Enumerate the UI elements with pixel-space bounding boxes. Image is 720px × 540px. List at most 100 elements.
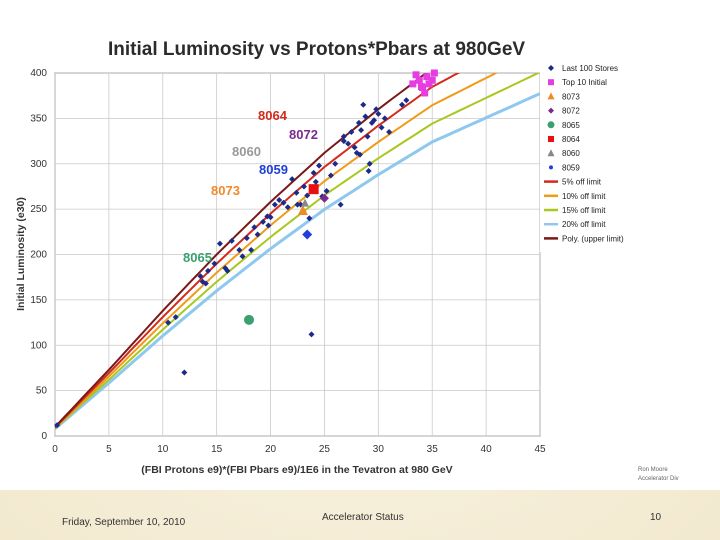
- x-tick-label: 10: [157, 444, 169, 455]
- legend-item: 15% off limit: [544, 206, 606, 215]
- store-point: [294, 201, 301, 208]
- store-point: [375, 110, 382, 117]
- store-point: [360, 101, 367, 108]
- store-point: [378, 124, 385, 131]
- store-8059-point: [302, 229, 313, 240]
- store-point: [239, 253, 246, 260]
- legend-item: 8072: [548, 107, 580, 116]
- store-point: [205, 267, 212, 274]
- legend-label: 15% off limit: [562, 206, 606, 215]
- legend-item: 8064: [548, 135, 580, 144]
- footer-title: Accelerator Status: [322, 512, 404, 523]
- legend-label: 8065: [562, 121, 580, 130]
- limit-curve: [55, 73, 540, 430]
- page-number: 10: [650, 512, 662, 523]
- luminosity-chart: Initial Luminosity vs Protons*Pbars at 9…: [15, 39, 658, 476]
- legend-item: 8065: [547, 121, 580, 130]
- store-point: [371, 117, 378, 124]
- callout-8073: 8073: [211, 183, 240, 198]
- chart-title: Initial Luminosity vs Protons*Pbars at 9…: [108, 39, 525, 60]
- store-point: [254, 231, 261, 238]
- x-tick-label: 35: [427, 444, 439, 455]
- limit-curve: [55, 73, 428, 428]
- store-point: [228, 237, 235, 244]
- store-point: [373, 106, 380, 113]
- legend-item: 5% off limit: [544, 178, 602, 187]
- top10-point: [430, 69, 438, 77]
- legend-label: Top 10 Initial: [562, 78, 607, 87]
- legend-item: 20% off limit: [544, 220, 606, 229]
- store-point: [172, 314, 179, 321]
- store-point: [248, 246, 255, 253]
- legend-label: 8064: [562, 135, 580, 144]
- y-tick-label: 300: [30, 159, 47, 170]
- top10-point: [419, 84, 427, 92]
- store-point: [197, 273, 204, 280]
- store-point: [351, 144, 358, 151]
- callout-8060: 8060: [232, 144, 261, 159]
- store-point: [399, 101, 406, 108]
- store-point: [280, 199, 287, 206]
- store-point: [381, 115, 388, 122]
- store-point: [276, 197, 283, 204]
- x-tick-label: 5: [106, 444, 112, 455]
- legend-diamond-swatch: [548, 107, 554, 114]
- store-point: [340, 138, 347, 145]
- top10-point: [421, 89, 429, 97]
- store-point: [358, 127, 365, 134]
- x-tick-label: 25: [319, 444, 331, 455]
- legend-triangle-swatch: [547, 149, 555, 157]
- legend-label: 8059: [562, 163, 580, 172]
- y-tick-label: 50: [36, 386, 48, 397]
- top10-point: [415, 76, 423, 84]
- store-point: [323, 187, 330, 194]
- y-tick-label: 400: [30, 68, 47, 79]
- store-point: [202, 280, 209, 287]
- legend-box: [540, 60, 658, 252]
- store-point: [316, 162, 323, 169]
- store-8073-point: [297, 204, 308, 215]
- y-tick-label: 250: [30, 204, 47, 215]
- store-point: [243, 235, 250, 242]
- y-tick-label: 200: [30, 250, 47, 261]
- store-8072-point: [319, 193, 329, 203]
- store-point: [386, 128, 393, 135]
- x-tick-label: 30: [373, 444, 385, 455]
- y-axis-label: Initial Luminosity (e30): [15, 197, 27, 311]
- store-point: [224, 267, 231, 274]
- store-point: [337, 201, 344, 208]
- store-point: [312, 178, 319, 185]
- store-8060-point: [301, 198, 310, 207]
- x-tick-label: 20: [265, 444, 277, 455]
- store-point: [260, 218, 267, 225]
- legend-item: Last 100 Stores: [548, 64, 618, 73]
- data-points: [54, 69, 438, 429]
- store-point: [355, 119, 362, 126]
- store-point: [165, 319, 172, 326]
- store-point: [365, 168, 372, 175]
- store-point: [348, 128, 355, 135]
- x-tick-labels: 0 5 10 15 20 25 30 35 40 45: [52, 444, 546, 455]
- limit-curve: [55, 73, 499, 429]
- callout-8072: 8072: [289, 127, 318, 142]
- top10-point: [428, 76, 436, 84]
- legend-item: 8060: [547, 149, 580, 158]
- legend-square-swatch: [548, 136, 554, 142]
- store-point: [181, 369, 188, 376]
- store-point: [357, 151, 364, 158]
- legend-item: 8059: [549, 163, 580, 172]
- x-tick-label: 0: [52, 444, 58, 455]
- store-point: [345, 140, 352, 147]
- y-tick-label: 350: [30, 113, 47, 124]
- legend-label: 8073: [562, 92, 580, 101]
- store-8064-point: [308, 184, 319, 195]
- y-tick-label: 0: [41, 431, 47, 442]
- store-point: [364, 133, 371, 140]
- store-point: [327, 172, 334, 179]
- store-point: [300, 183, 307, 190]
- legend-item: Top 10 Initial: [548, 78, 607, 87]
- top10-point: [412, 71, 420, 79]
- legend-label: 5% off limit: [562, 178, 602, 187]
- store-point: [289, 176, 296, 183]
- legend-label: 10% off limit: [562, 192, 606, 201]
